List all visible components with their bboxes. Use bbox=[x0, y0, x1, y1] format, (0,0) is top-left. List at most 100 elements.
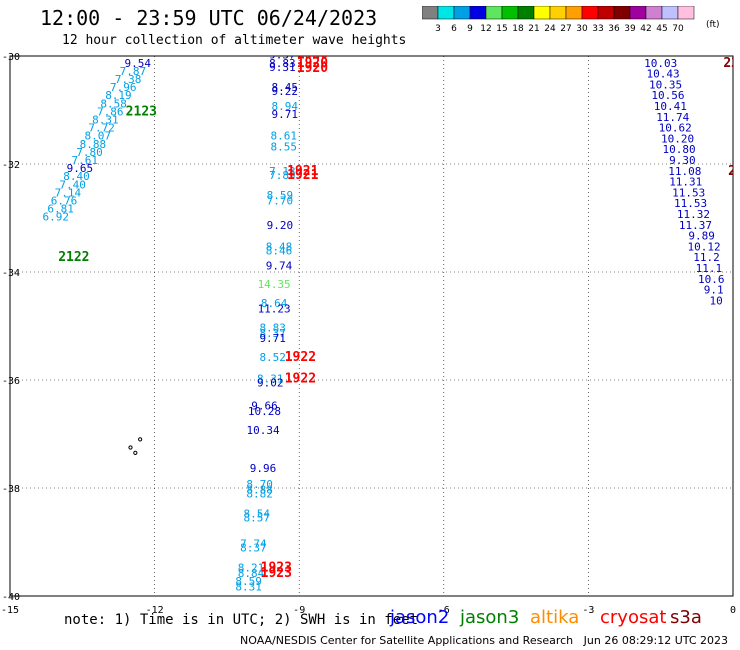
wave-height-label: 10.41 bbox=[654, 100, 687, 113]
wave-height-label: 10.03 bbox=[644, 57, 677, 70]
wave-height-label: 7.87 bbox=[120, 65, 147, 78]
wave-height-label: 8.70 bbox=[246, 478, 273, 491]
wave-height-label: 10.34 bbox=[246, 424, 279, 437]
island-marker bbox=[128, 445, 133, 450]
y-tick-label: -40 bbox=[2, 592, 20, 603]
wave-height-label: 10.56 bbox=[651, 89, 684, 102]
wave-height-label: 6.76 bbox=[51, 195, 78, 208]
satellite-legend-altika: altika bbox=[530, 607, 580, 628]
wave-height-label: 9.65 bbox=[67, 162, 94, 175]
wave-height-label: 7.40 bbox=[59, 178, 86, 191]
wave-height-label: 7.13 bbox=[269, 165, 296, 178]
pass-time-label: 22 bbox=[728, 164, 740, 179]
color-scale-label: 9 bbox=[467, 24, 473, 34]
wave-height-label: 7.74 bbox=[240, 537, 267, 550]
wave-height-label: 9.71 bbox=[259, 332, 286, 345]
wave-height-label: 6.92 bbox=[43, 211, 70, 224]
wave-height-label: 9.54 bbox=[124, 57, 151, 70]
wave-height-label: 10.35 bbox=[649, 78, 682, 91]
wave-height-label: 8.31 bbox=[257, 373, 284, 386]
wave-height-label: 8.59 bbox=[267, 189, 294, 202]
wave-height-label: 11.2 bbox=[693, 251, 720, 264]
color-scale-label: 36 bbox=[608, 24, 620, 34]
pass-time-label: 1922 bbox=[285, 350, 316, 365]
x-tick-label: -12 bbox=[146, 605, 164, 616]
wave-height-label: 10 bbox=[710, 294, 723, 307]
x-tick-label: -15 bbox=[1, 605, 19, 616]
wave-height-label: 9.1 bbox=[704, 284, 724, 297]
y-tick-label: -34 bbox=[2, 268, 20, 279]
pass-time-label: 1920 bbox=[297, 48, 328, 63]
wave-height-label: 8.55 bbox=[271, 141, 298, 154]
wave-height-label: 11.53 bbox=[672, 186, 705, 199]
chart-subtitle: 12 hour collection of altimeter wave hei… bbox=[62, 33, 407, 48]
pass-time-label: 1920 bbox=[297, 56, 328, 71]
wave-height-label: 9.96 bbox=[250, 462, 277, 475]
wave-height-label: 7.86 bbox=[97, 105, 124, 118]
wave-height-label: 8.83 bbox=[259, 321, 286, 334]
wave-height-label: 9.89 bbox=[688, 230, 715, 243]
wave-height-label: 8.48 bbox=[266, 240, 293, 253]
satellite-legend-cryosat: cryosat bbox=[600, 607, 667, 628]
wave-height-label: 7.70 bbox=[267, 195, 294, 208]
wave-height-label: 10.80 bbox=[662, 143, 695, 156]
wave-height-label: 8.54 bbox=[244, 508, 271, 521]
wave-height-label: 10.43 bbox=[647, 68, 680, 81]
pass-time-label: 1921 bbox=[287, 168, 318, 183]
color-scale-label: 12 bbox=[480, 24, 491, 34]
color-scale-label: 45 bbox=[656, 24, 667, 34]
color-scale-label: 6 bbox=[451, 24, 457, 34]
wave-height-label: 8.82 bbox=[246, 488, 273, 501]
x-tick-label: 0 bbox=[730, 605, 736, 616]
island-marker bbox=[133, 450, 138, 455]
wave-height-label: 7.96 bbox=[110, 81, 137, 94]
wave-height-label: 11.23 bbox=[258, 303, 291, 316]
wave-height-label: 8.31 bbox=[235, 581, 262, 594]
wave-height-label: 7.72 bbox=[88, 122, 115, 135]
island-marker bbox=[138, 437, 143, 442]
wave-height-label: 10.6 bbox=[698, 273, 725, 286]
wave-height-label: 11.08 bbox=[668, 165, 701, 178]
wave-height-label: 8.46 bbox=[266, 245, 293, 258]
wave-height-label: 7.89 bbox=[269, 169, 296, 182]
color-scale-label: 30 bbox=[576, 24, 588, 34]
wave-height-label: 9.22 bbox=[271, 85, 298, 98]
pass-time-label: 1923 bbox=[261, 566, 292, 581]
wave-height-label: 8.40 bbox=[63, 170, 90, 183]
y-tick-label: -30 bbox=[2, 52, 20, 63]
wave-height-label: 7.61 bbox=[71, 154, 98, 167]
y-tick-label: -38 bbox=[2, 484, 20, 495]
color-scale-label: 18 bbox=[512, 24, 524, 34]
wave-height-label: 9.02 bbox=[257, 376, 284, 389]
color-scale-label: 15 bbox=[496, 24, 507, 34]
wave-height-label: 8.61 bbox=[271, 130, 298, 143]
wave-height-label: 9.30 bbox=[669, 154, 696, 167]
footer-note: note: 1) Time is in UTC; 2) SWH is in fe… bbox=[64, 612, 419, 628]
wave-height-label: 7.14 bbox=[55, 186, 82, 199]
satellite-legend-jason2: jason2 bbox=[390, 607, 450, 628]
wave-height-label: 8.84 bbox=[238, 567, 265, 580]
wave-height-label: 11.53 bbox=[674, 197, 707, 210]
wave-height-label: 10.28 bbox=[248, 405, 281, 418]
wave-height-label: 6.81 bbox=[47, 203, 74, 216]
wave-height-label: 8.94 bbox=[271, 100, 298, 113]
wave-height-label: 8.21 bbox=[238, 562, 265, 575]
satellite-legend-jason3: jason3 bbox=[460, 607, 520, 628]
wave-height-label: 8.64 bbox=[261, 297, 288, 310]
wave-height-label: 9.20 bbox=[267, 219, 294, 232]
y-tick-label: -36 bbox=[2, 376, 20, 387]
wave-height-label: 8.07 bbox=[84, 130, 111, 143]
wave-height-label: 8.37 bbox=[259, 327, 286, 340]
color-swatch bbox=[677, 6, 695, 20]
wave-height-label: 8.19 bbox=[105, 89, 132, 102]
color-scale-label: 21 bbox=[528, 24, 539, 34]
wave-height-label: 8.83 bbox=[269, 57, 296, 70]
pass-time-label: 2122 bbox=[58, 250, 89, 265]
x-tick-label: -9 bbox=[293, 605, 305, 616]
pass-time-label: 2123 bbox=[126, 104, 157, 119]
wave-height-label: 7.38 bbox=[115, 73, 142, 86]
color-scale-label: 70 bbox=[672, 24, 684, 34]
wave-height-label: 8.57 bbox=[244, 511, 271, 524]
wave-height-label: 8.37 bbox=[240, 542, 267, 555]
